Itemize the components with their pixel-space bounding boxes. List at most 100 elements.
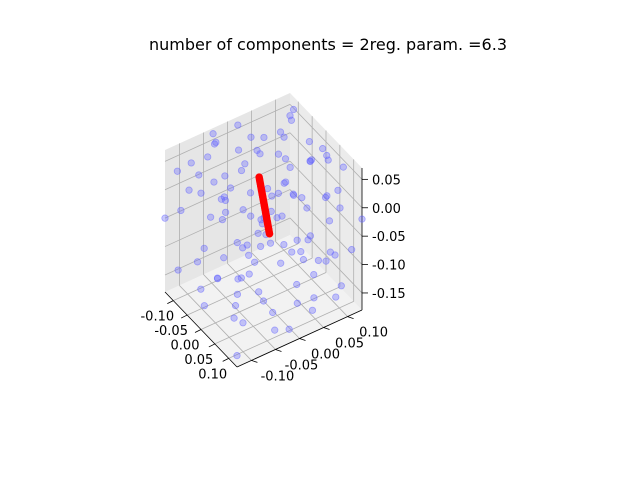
data-point-cloud bbox=[299, 256, 308, 264]
data-point-cloud bbox=[305, 137, 313, 146]
x-tick-label: 0.10 bbox=[198, 367, 227, 382]
y-tick-label: 0.05 bbox=[335, 337, 364, 352]
x-tick-label: -0.10 bbox=[140, 310, 174, 325]
data-point-cloud bbox=[230, 314, 238, 322]
data-point-cloud bbox=[217, 195, 225, 203]
data-point-cloud bbox=[323, 192, 331, 200]
y-tick-label: -0.10 bbox=[261, 369, 295, 384]
y-tick bbox=[251, 360, 258, 363]
data-point-cloud bbox=[285, 325, 293, 333]
x-tick bbox=[167, 300, 174, 305]
data-point-cloud bbox=[306, 157, 314, 165]
data-point-cloud bbox=[234, 146, 243, 154]
gridline-z-back bbox=[289, 104, 363, 180]
data-point-cloud bbox=[348, 246, 356, 254]
data-point-cloud bbox=[237, 166, 246, 175]
data-point-cloud bbox=[286, 112, 294, 120]
data-point-cloud bbox=[239, 319, 247, 327]
data-point-cloud bbox=[185, 186, 193, 194]
data-point-cloud bbox=[310, 270, 318, 279]
data-point-cloud bbox=[239, 244, 247, 252]
data-point-cloud bbox=[293, 236, 301, 244]
data-point-cloud bbox=[256, 242, 265, 251]
data-point-cloud bbox=[222, 208, 230, 216]
data-point-cloud bbox=[234, 121, 242, 129]
data-point-cloud bbox=[204, 153, 212, 161]
data-point-cloud bbox=[233, 352, 241, 360]
data-point-cloud bbox=[314, 256, 323, 265]
data-point-cloud bbox=[319, 145, 327, 153]
gridline-y-floor bbox=[251, 252, 324, 328]
gridline-y-floor bbox=[203, 274, 276, 350]
gridline-z-left bbox=[164, 132, 291, 191]
x-tick bbox=[180, 314, 188, 319]
data-point-cloud bbox=[331, 251, 339, 259]
data-point-cloud bbox=[220, 254, 228, 262]
gridline-z-back bbox=[289, 132, 363, 209]
axis-gridlines bbox=[164, 99, 363, 361]
data-point-cloud bbox=[290, 191, 298, 199]
z-tick-label: 0.05 bbox=[372, 173, 401, 188]
y-tick-label: 0.00 bbox=[311, 348, 340, 363]
x-tick bbox=[194, 329, 202, 333]
data-point-cloud bbox=[271, 326, 279, 334]
data-point-cloud bbox=[173, 167, 181, 175]
data-point-cloud bbox=[237, 274, 245, 282]
data-point-cloud bbox=[289, 105, 298, 114]
gridline-z-left bbox=[164, 103, 291, 162]
data-point-cloud bbox=[245, 251, 253, 259]
data-point-cloud bbox=[193, 258, 202, 266]
data-point-cloud bbox=[323, 151, 331, 160]
data-point-cloud bbox=[297, 248, 305, 256]
data-point-cloud bbox=[233, 239, 241, 247]
data-point-cloud bbox=[280, 133, 288, 141]
data-point-cloud bbox=[269, 308, 277, 317]
data-point-cloud bbox=[310, 294, 318, 302]
data-point-cloud bbox=[197, 285, 205, 293]
data-point-cloud bbox=[210, 178, 218, 186]
data-point-cloud bbox=[239, 206, 247, 214]
y-tick bbox=[347, 316, 354, 319]
data-point-cloud bbox=[304, 236, 312, 244]
data-point-cloud bbox=[246, 189, 255, 197]
data-point-cloud bbox=[286, 163, 294, 172]
x-tick-label: 0.05 bbox=[184, 353, 213, 368]
data-point-cloud bbox=[210, 140, 219, 148]
data-point-cloud bbox=[214, 275, 222, 283]
x-tick-label: -0.05 bbox=[154, 324, 188, 339]
y-tick-label: -0.05 bbox=[285, 358, 319, 373]
x-tick bbox=[222, 357, 229, 362]
y-tick bbox=[323, 327, 330, 330]
data-point-cloud bbox=[358, 215, 366, 223]
data-point-cloud bbox=[218, 216, 227, 224]
data-point-cloud bbox=[221, 172, 229, 180]
data-point-cloud bbox=[293, 299, 301, 307]
data-point-cloud bbox=[268, 192, 276, 200]
data-point-cloud bbox=[207, 213, 215, 221]
z-tick-label: 0.00 bbox=[372, 202, 401, 217]
data-point-cloud bbox=[325, 217, 334, 225]
data-point-cloud bbox=[282, 178, 290, 186]
data-point-cloud bbox=[280, 240, 288, 249]
gridline-z-back bbox=[289, 217, 363, 294]
series-component bbox=[255, 173, 274, 238]
data-point-cloud bbox=[281, 155, 290, 163]
data-point-cloud bbox=[197, 189, 205, 197]
data-point-cloud bbox=[254, 229, 262, 237]
data-point-cloud bbox=[241, 160, 249, 168]
series-cloud bbox=[161, 105, 366, 360]
data-point-cloud bbox=[174, 266, 182, 274]
data-point-cloud bbox=[288, 248, 296, 256]
y-tick bbox=[275, 349, 282, 352]
data-point-cloud bbox=[303, 204, 311, 212]
data-point-cloud bbox=[277, 259, 285, 267]
x-tick-label: 0.00 bbox=[171, 339, 200, 354]
data-point-cloud bbox=[221, 196, 230, 205]
data-point-cloud bbox=[337, 282, 345, 290]
z-tick-label: -0.15 bbox=[372, 287, 406, 302]
data-point-cloud bbox=[233, 290, 242, 298]
data-point-cloud bbox=[259, 297, 268, 305]
data-point-cloud bbox=[247, 133, 255, 141]
data-point-cloud bbox=[251, 258, 259, 266]
